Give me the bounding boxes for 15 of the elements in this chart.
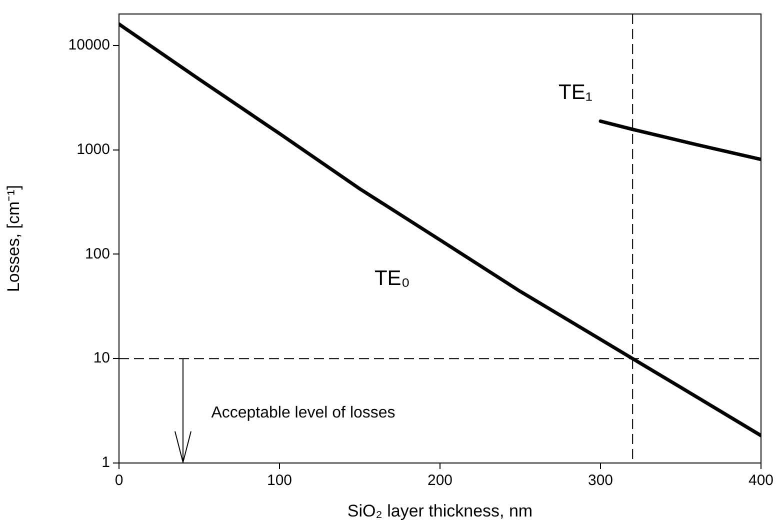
y-tick-label: 1: [102, 454, 110, 472]
x-tick-label: 100: [266, 472, 292, 490]
y-axis-title: Losses, [cm⁻¹]: [4, 184, 23, 292]
series-label: TE₀: [374, 266, 410, 290]
y-tick-label: 10: [93, 350, 110, 367]
x-axis-title: SiO₂ layer thickness, nm: [347, 501, 533, 520]
annotation: Acceptable level of losses: [211, 404, 396, 422]
y-tick-label: 1000: [76, 140, 110, 158]
x-tick-label: 300: [588, 472, 614, 490]
series-label: TE₁: [558, 81, 592, 104]
x-tick-label: 0: [114, 472, 124, 490]
x-tick-label: 400: [748, 472, 774, 490]
y-tick-label: 100: [84, 245, 110, 262]
y-tick-label: 10000: [68, 36, 110, 54]
x-tick-label: 200: [427, 472, 453, 490]
